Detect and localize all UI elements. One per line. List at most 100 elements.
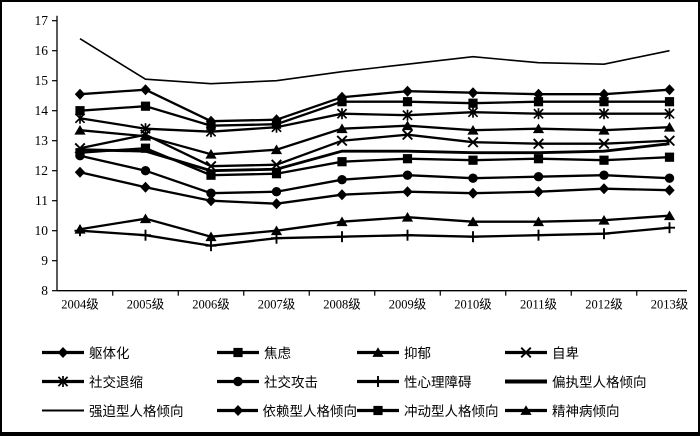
series-line: [79, 124, 670, 156]
circle-marker-icon: [402, 170, 413, 180]
x-category-label: 2007级: [258, 298, 296, 312]
diamond-marker-icon: [57, 346, 69, 358]
x-marker-icon: [598, 138, 610, 150]
legend-label: 依赖型人格倾向: [262, 404, 358, 419]
legend-item: 抑郁: [357, 342, 505, 362]
legend-label: 社交退缩: [89, 375, 143, 390]
circle-marker-icon: [206, 188, 216, 198]
asterisk-marker-icon: [205, 126, 217, 137]
series-line: [79, 154, 670, 195]
circle-marker-icon: [337, 175, 347, 185]
diamond-marker-icon: [271, 198, 282, 210]
legend-triangle-sample-icon: [505, 404, 547, 415]
triangle-marker-icon: [139, 213, 152, 224]
diamond-marker-icon: [533, 186, 544, 198]
x-marker-icon: [533, 138, 544, 150]
triangle-marker-icon: [205, 149, 217, 159]
legend-label: 自卑: [552, 346, 579, 361]
legend-item: 社交退缩: [42, 371, 217, 391]
y-tick-label: 9: [41, 253, 48, 268]
legend-item: 强迫型人格倾向: [42, 400, 217, 420]
triangle-marker-icon: [663, 210, 676, 221]
series-line: [79, 100, 670, 127]
square-marker-icon: [75, 106, 85, 116]
legend-asterisk-sample-icon: [42, 375, 84, 387]
legend-item: 偏执型人格倾向: [505, 371, 690, 391]
triangle-marker-icon: [598, 215, 610, 225]
series-line: [79, 171, 670, 205]
square-marker-icon: [664, 97, 675, 107]
diamond-marker-icon: [598, 88, 610, 100]
circle-marker-icon: [140, 166, 151, 176]
diamond-marker-icon: [664, 184, 675, 196]
triangle-marker-icon: [532, 216, 545, 227]
square-marker-icon: [206, 170, 216, 180]
y-tick-label: 17: [35, 13, 49, 28]
legend-label: 精神病倾向: [552, 404, 620, 419]
legend-x-sample-icon: [505, 346, 547, 358]
square-marker-icon: [402, 154, 413, 164]
diamond-marker-icon: [74, 88, 86, 100]
series-line: [79, 226, 670, 247]
square-marker-icon: [140, 143, 151, 153]
asterisk-marker-icon: [467, 106, 479, 118]
triangle-marker-icon: [205, 231, 217, 242]
legend-item: 焦虑: [217, 342, 357, 362]
diamond-marker-icon: [140, 84, 151, 96]
legend-item: 社交攻击: [217, 371, 357, 391]
y-tick-label: 15: [35, 73, 49, 88]
circle-marker-icon: [599, 170, 609, 180]
x-category-label: 2006级: [192, 298, 230, 312]
legend-item: 冲动型人格倾向: [357, 400, 505, 420]
square-marker-icon: [533, 97, 544, 107]
x-marker-icon: [336, 135, 348, 147]
asterisk-marker-icon: [74, 112, 86, 124]
legend-item: 躯体化: [42, 342, 217, 362]
asterisk-marker-icon: [336, 108, 348, 119]
legend-plus-sample-icon: [357, 375, 399, 387]
x-category-label: 2010级: [454, 298, 492, 312]
diamond-marker-icon: [533, 88, 544, 100]
legend-label: 强迫型人格倾向: [89, 404, 184, 419]
legend-none-sample-icon: [42, 409, 84, 411]
diamond-marker-icon: [232, 404, 244, 416]
x-marker-icon: [520, 346, 532, 358]
square-marker-icon: [140, 101, 151, 111]
square-marker-icon: [533, 154, 544, 164]
asterisk-marker-icon: [271, 121, 282, 133]
diamond-marker-icon: [402, 85, 413, 97]
legend-label: 性心理障碍: [404, 375, 472, 390]
legend-label: 冲动型人格倾向: [404, 404, 499, 419]
asterisk-marker-icon: [664, 108, 675, 119]
legend-label: 躯体化: [89, 346, 130, 361]
x-category-label: 2009级: [389, 298, 427, 312]
square-marker-icon: [233, 347, 243, 357]
x-marker-icon: [402, 129, 413, 141]
triangle-marker-icon: [663, 122, 676, 132]
legend-diamond-sample-icon: [42, 346, 84, 358]
y-tick-label: 14: [35, 103, 49, 118]
series-line: [79, 38, 670, 85]
y-tick-label: 11: [35, 193, 48, 208]
triangle-marker-icon: [336, 123, 348, 134]
legend-item: 性心理障碍: [357, 371, 505, 391]
y-tick-label: 10: [35, 223, 49, 238]
triangle-marker-icon: [74, 224, 86, 234]
y-tick-label: 16: [35, 43, 49, 58]
asterisk-marker-icon: [598, 108, 610, 119]
asterisk-marker-icon: [57, 375, 69, 387]
series-line: [79, 111, 670, 133]
diamond-marker-icon: [205, 195, 217, 207]
y-tick-label: 8: [41, 283, 48, 298]
square-marker-icon: [75, 148, 85, 158]
triangle-marker-icon: [520, 404, 532, 415]
circle-marker-icon: [664, 173, 675, 183]
x-category-label: 2004级: [61, 298, 99, 312]
triangle-marker-icon: [372, 346, 384, 357]
diamond-marker-icon: [402, 186, 413, 198]
legend-label: 偏执型人格倾向: [552, 375, 647, 390]
square-marker-icon: [337, 157, 347, 167]
triangle-marker-icon: [401, 212, 414, 222]
circle-marker-icon: [533, 172, 544, 182]
triangle-marker-icon: [74, 125, 86, 135]
